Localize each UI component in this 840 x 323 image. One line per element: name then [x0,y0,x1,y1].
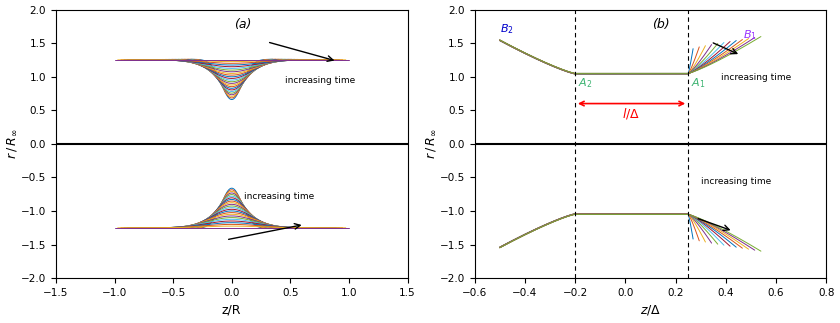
Y-axis label: $r\,/\,R_\infty$: $r\,/\,R_\infty$ [6,129,19,159]
Text: $A_1$: $A_1$ [690,76,705,90]
Y-axis label: $r\,/\,R_\infty$: $r\,/\,R_\infty$ [424,129,438,159]
X-axis label: z/R: z/R [222,303,241,317]
X-axis label: $z/\Delta$: $z/\Delta$ [640,303,661,318]
Text: $B_1$: $B_1$ [743,28,757,42]
Text: (a): (a) [234,18,251,31]
Text: $A_2$: $A_2$ [578,76,592,90]
Text: (b): (b) [652,18,669,31]
Text: increasing time: increasing time [701,177,771,186]
Text: $l/\Delta$: $l/\Delta$ [622,106,641,120]
Text: increasing time: increasing time [285,77,354,85]
Text: increasing time: increasing time [721,73,791,82]
Text: $B_2$: $B_2$ [500,23,513,36]
Text: increasing time: increasing time [244,192,314,201]
